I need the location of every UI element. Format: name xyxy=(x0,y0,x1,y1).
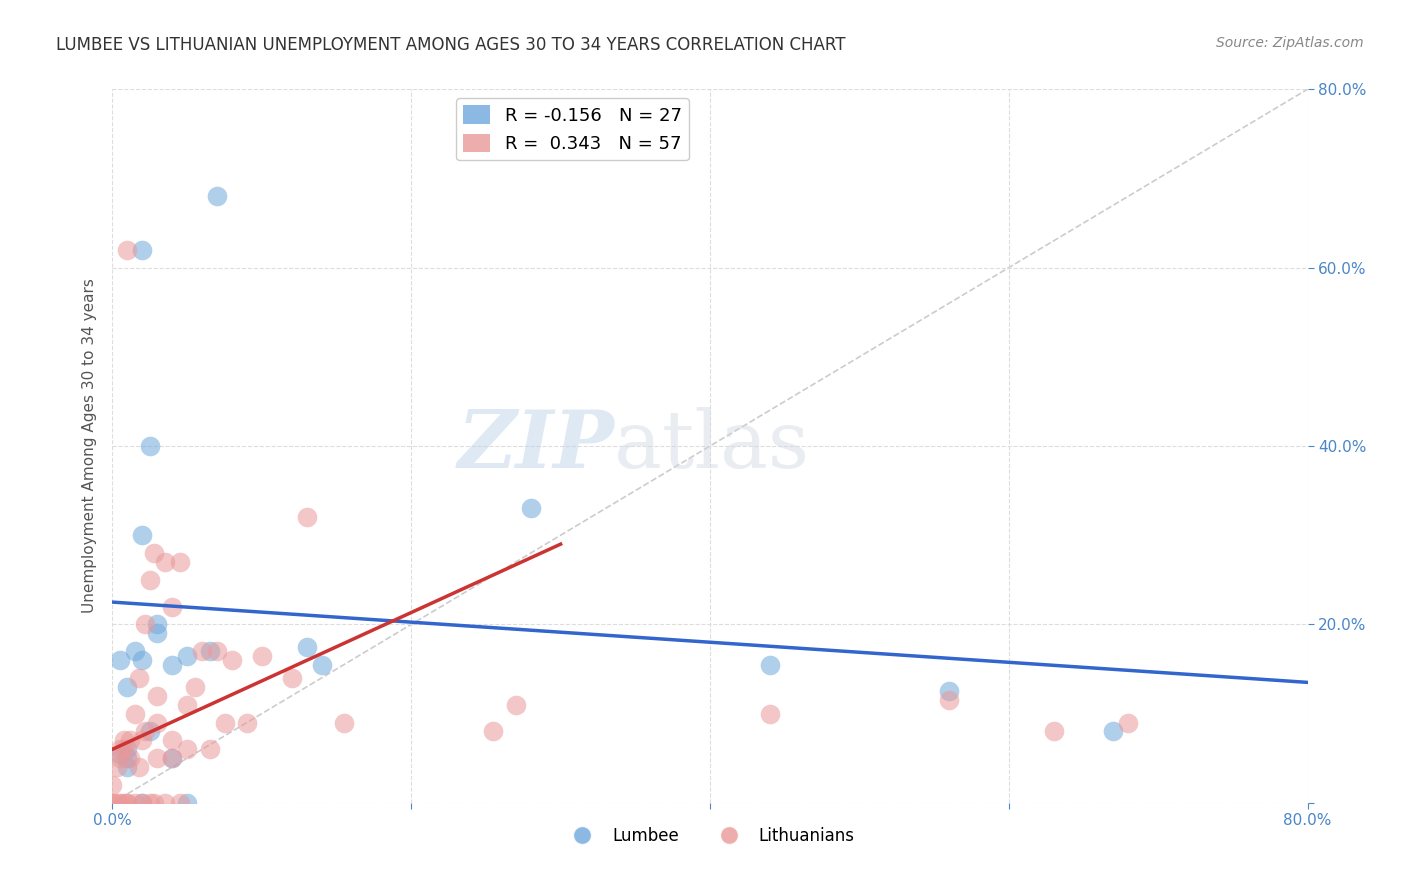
Point xyxy=(114,742,135,756)
Point xyxy=(146,617,169,632)
Point xyxy=(205,644,228,658)
Point xyxy=(183,680,205,694)
Point xyxy=(1118,715,1140,730)
Point xyxy=(1102,724,1125,739)
Point xyxy=(176,648,198,663)
Point xyxy=(105,796,128,810)
Point xyxy=(759,657,782,672)
Point xyxy=(108,796,131,810)
Point xyxy=(128,671,150,685)
Point xyxy=(162,751,183,765)
Point xyxy=(105,760,128,774)
Text: atlas: atlas xyxy=(614,407,810,485)
Point xyxy=(221,653,243,667)
Point xyxy=(146,689,169,703)
Point xyxy=(131,733,153,747)
Point xyxy=(295,510,318,524)
Point xyxy=(153,555,176,569)
Point xyxy=(120,751,142,765)
Point xyxy=(131,528,153,542)
Point xyxy=(176,698,198,712)
Point xyxy=(120,733,142,747)
Point xyxy=(108,751,131,765)
Point xyxy=(143,546,166,560)
Point xyxy=(169,555,191,569)
Point xyxy=(295,640,318,654)
Point xyxy=(191,644,214,658)
Point xyxy=(117,742,139,756)
Y-axis label: Unemployment Among Ages 30 to 34 years: Unemployment Among Ages 30 to 34 years xyxy=(82,278,97,614)
Point xyxy=(505,698,527,712)
Point xyxy=(101,778,124,792)
Point xyxy=(108,653,131,667)
Point xyxy=(117,796,139,810)
Point xyxy=(139,573,162,587)
Point xyxy=(482,724,505,739)
Point xyxy=(153,796,176,810)
Legend: Lumbee, Lithuanians: Lumbee, Lithuanians xyxy=(558,821,862,852)
Point xyxy=(146,715,169,730)
Point xyxy=(114,796,135,810)
Point xyxy=(139,796,162,810)
Point xyxy=(938,684,960,698)
Point xyxy=(124,796,146,810)
Point xyxy=(176,742,198,756)
Point xyxy=(124,644,146,658)
Point xyxy=(520,501,543,516)
Text: LUMBEE VS LITHUANIAN UNEMPLOYMENT AMONG AGES 30 TO 34 YEARS CORRELATION CHART: LUMBEE VS LITHUANIAN UNEMPLOYMENT AMONG … xyxy=(56,36,846,54)
Point xyxy=(134,617,156,632)
Point xyxy=(117,680,139,694)
Point xyxy=(117,243,139,257)
Point xyxy=(198,742,221,756)
Point xyxy=(333,715,356,730)
Point xyxy=(101,796,124,810)
Text: ZIP: ZIP xyxy=(457,408,614,484)
Point xyxy=(134,724,156,739)
Point xyxy=(198,644,221,658)
Point xyxy=(162,657,183,672)
Point xyxy=(131,243,153,257)
Point xyxy=(281,671,304,685)
Point xyxy=(117,796,139,810)
Text: Source: ZipAtlas.com: Source: ZipAtlas.com xyxy=(1216,36,1364,50)
Point xyxy=(117,760,139,774)
Point xyxy=(759,706,782,721)
Point xyxy=(214,715,236,730)
Point xyxy=(131,796,153,810)
Point xyxy=(108,747,131,761)
Point xyxy=(101,796,124,810)
Point xyxy=(176,796,198,810)
Point xyxy=(131,796,153,810)
Point xyxy=(124,706,146,721)
Point xyxy=(108,742,131,756)
Point xyxy=(139,439,162,453)
Point xyxy=(236,715,259,730)
Point xyxy=(162,599,183,614)
Point xyxy=(250,648,273,663)
Point xyxy=(146,751,169,765)
Point xyxy=(162,733,183,747)
Point xyxy=(205,189,228,203)
Point xyxy=(117,751,139,765)
Point xyxy=(169,796,191,810)
Point xyxy=(114,733,135,747)
Point xyxy=(311,657,333,672)
Point xyxy=(146,626,169,640)
Point xyxy=(938,693,960,707)
Point xyxy=(143,796,166,810)
Point xyxy=(131,653,153,667)
Point xyxy=(128,760,150,774)
Point xyxy=(162,751,183,765)
Point xyxy=(1042,724,1064,739)
Point xyxy=(139,724,162,739)
